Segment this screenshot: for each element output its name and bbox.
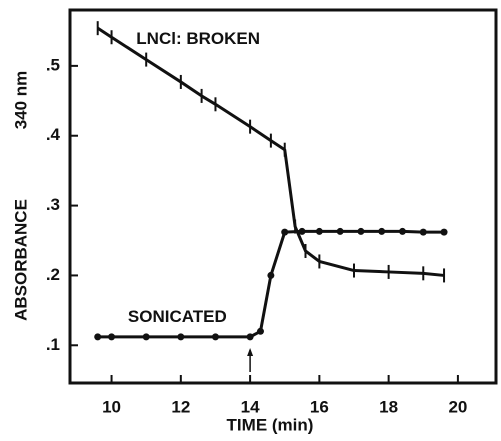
point — [298, 227, 306, 235]
x-tick-label: 10 — [102, 397, 121, 416]
x-tick-label: 12 — [171, 397, 190, 416]
arrow-head — [247, 348, 254, 356]
point — [398, 227, 406, 235]
point — [336, 227, 344, 235]
point — [177, 333, 185, 341]
y-tick-label: .2 — [46, 265, 60, 284]
plot-frame — [68, 8, 498, 385]
x-tick-label: 20 — [448, 397, 467, 416]
x-axis-label: TIME (min) — [227, 415, 314, 434]
point — [256, 327, 264, 335]
point — [315, 227, 323, 235]
series-line — [96, 26, 445, 277]
point — [94, 333, 102, 341]
y-tick-label: .4 — [46, 125, 61, 144]
y-tick-label: .5 — [46, 55, 60, 74]
point — [108, 333, 116, 341]
y-axis-label: ABSORBANCE — [11, 199, 30, 321]
point — [419, 228, 427, 236]
point — [378, 227, 386, 235]
x-tick-label: 16 — [310, 397, 329, 416]
y-tick-label: .3 — [46, 195, 60, 214]
point — [211, 333, 219, 341]
x-tick-label: 14 — [241, 397, 260, 416]
y-axis-units: 340 nm — [11, 71, 30, 130]
y-tick-label: .1 — [46, 335, 60, 354]
point — [357, 227, 365, 235]
point — [440, 228, 448, 236]
x-tick-label: 18 — [379, 397, 398, 416]
point — [281, 228, 289, 236]
annotation: SONICATED — [128, 307, 227, 326]
point — [246, 333, 254, 341]
point — [267, 271, 275, 279]
point — [142, 333, 150, 341]
annotation: LNCl: BROKEN — [136, 29, 260, 48]
